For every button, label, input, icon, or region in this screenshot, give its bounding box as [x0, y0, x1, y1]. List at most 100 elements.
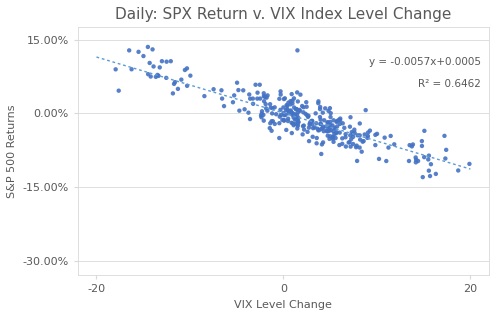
Point	[441, 156, 449, 161]
Point	[333, 130, 341, 135]
Point	[280, 97, 288, 102]
Title: Daily: SPX Return v. VIX Index Level Change: Daily: SPX Return v. VIX Index Level Cha…	[115, 7, 451, 22]
Point	[267, 105, 275, 110]
Point	[246, 92, 253, 97]
Point	[342, 144, 350, 149]
Point	[336, 130, 344, 135]
Point	[306, 122, 313, 127]
Point	[291, 112, 299, 117]
Point	[329, 129, 337, 134]
Point	[421, 128, 429, 133]
Point	[314, 99, 322, 104]
Point	[323, 120, 331, 125]
Point	[302, 100, 310, 105]
Point	[325, 136, 333, 141]
Point	[419, 175, 427, 180]
Text: R² = 0.6462: R² = 0.6462	[418, 79, 481, 89]
Point	[305, 113, 312, 118]
Point	[144, 72, 152, 77]
Point	[276, 114, 284, 119]
Point	[218, 96, 226, 101]
Point	[230, 93, 238, 98]
Point	[127, 67, 135, 72]
Point	[294, 117, 302, 122]
Point	[425, 168, 433, 173]
Point	[149, 47, 157, 52]
Point	[183, 83, 191, 88]
Point	[287, 109, 295, 114]
Point	[260, 94, 268, 99]
Point	[349, 134, 357, 139]
Point	[342, 135, 350, 140]
Point	[305, 139, 313, 144]
Point	[289, 101, 297, 106]
Point	[332, 135, 340, 140]
Point	[359, 139, 367, 144]
Point	[235, 87, 243, 93]
Point	[253, 90, 261, 95]
Point	[239, 88, 247, 93]
Point	[360, 139, 368, 144]
Point	[339, 121, 347, 126]
Point	[246, 117, 254, 122]
Point	[178, 77, 186, 82]
Point	[326, 123, 334, 128]
Point	[364, 135, 372, 140]
Point	[134, 49, 142, 55]
Point	[294, 122, 302, 127]
Point	[293, 107, 301, 112]
Point	[353, 158, 361, 164]
Point	[291, 121, 299, 126]
Point	[328, 123, 336, 128]
Point	[200, 94, 208, 99]
Point	[150, 64, 158, 69]
Point	[327, 128, 335, 133]
Point	[302, 111, 310, 116]
Point	[289, 98, 297, 103]
Point	[322, 124, 330, 129]
Point	[292, 107, 300, 112]
Point	[277, 89, 285, 94]
Point	[373, 131, 381, 136]
Point	[293, 112, 301, 117]
Point	[333, 120, 341, 125]
Point	[261, 94, 269, 99]
Point	[263, 95, 271, 100]
Point	[269, 119, 277, 124]
Point	[245, 110, 252, 115]
Point	[329, 136, 337, 141]
Point	[186, 73, 194, 78]
Point	[288, 131, 296, 136]
Point	[340, 125, 348, 130]
Point	[387, 133, 395, 139]
Point	[427, 162, 435, 167]
Point	[347, 137, 355, 142]
Point	[281, 96, 289, 101]
Point	[289, 111, 297, 116]
Point	[280, 110, 288, 115]
Point	[303, 113, 311, 118]
Point	[279, 105, 287, 110]
Point	[299, 124, 307, 129]
Point	[346, 133, 354, 138]
Point	[282, 113, 290, 118]
Point	[409, 142, 417, 147]
Point	[249, 96, 257, 101]
Point	[316, 104, 324, 109]
Point	[294, 115, 302, 120]
Point	[440, 133, 448, 139]
Point	[406, 143, 414, 148]
Point	[356, 137, 364, 142]
Point	[152, 74, 160, 79]
Point	[330, 125, 338, 130]
Point	[156, 65, 164, 70]
Point	[298, 103, 306, 108]
Point	[307, 119, 315, 124]
Point	[241, 107, 248, 112]
Point	[261, 94, 269, 100]
Point	[329, 118, 337, 123]
Point	[262, 102, 270, 107]
Point	[326, 134, 334, 139]
Point	[326, 120, 334, 125]
Point	[262, 106, 270, 111]
